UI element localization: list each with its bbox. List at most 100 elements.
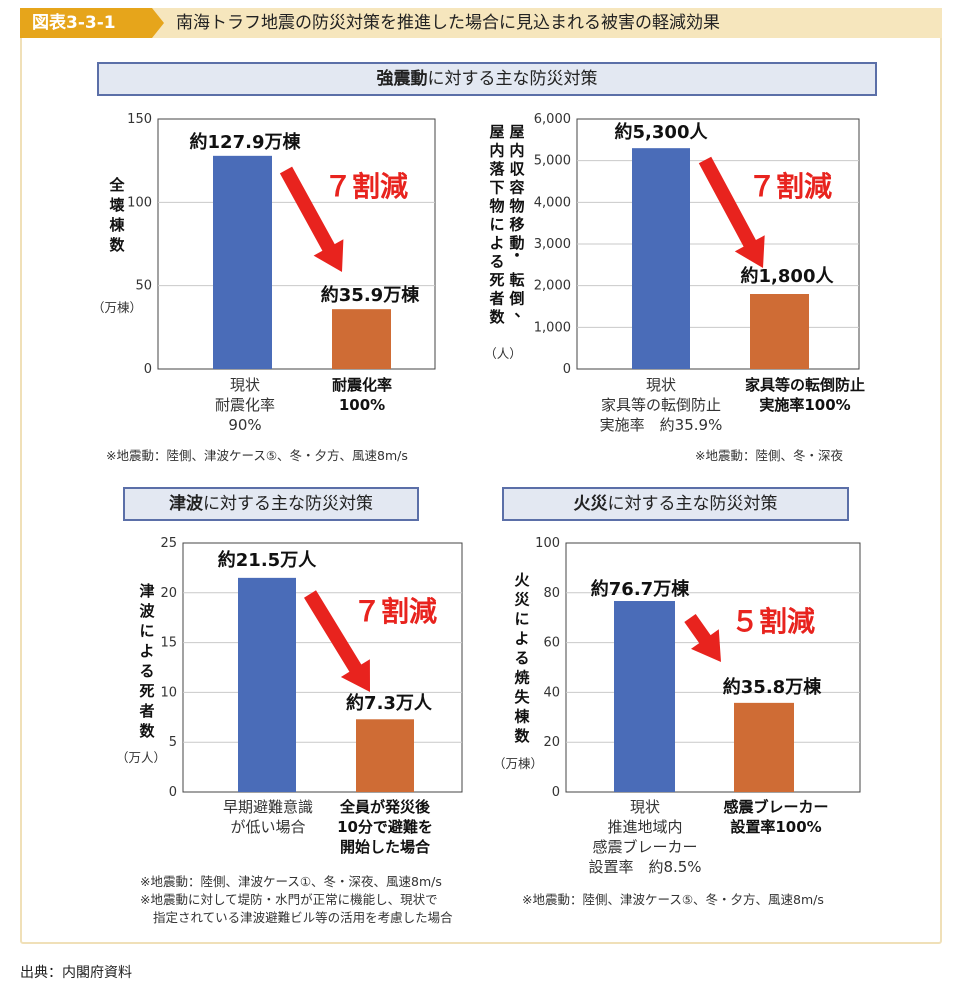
chart3-ylabel-char: る [139, 662, 154, 680]
chart2-category-label: 現状 [646, 376, 676, 394]
chart2-ylabel-char: 動 [509, 234, 524, 252]
chart2-ylabel-char: 数 [489, 308, 505, 326]
chart3-reduction-arrow [304, 590, 370, 692]
section-tsunami-rest: に対する主な防災対策 [203, 494, 373, 514]
chart1-unit-label: （万棟） [92, 300, 142, 315]
chart2-ylabel-char: 移 [509, 216, 524, 234]
chart3-category-label: 開始した場合 [340, 838, 431, 856]
chart4-ylabel-char: 災 [514, 591, 530, 609]
chart4-value-label: 約35.8万棟 [723, 676, 822, 698]
chart2-tick-label: 6,000 [534, 112, 571, 127]
chart2-reduction-label: ７割減 [748, 170, 832, 203]
chart3-category-label: が低い場合 [230, 818, 305, 836]
chart3-ylabel-char: 波 [139, 602, 155, 620]
footnote-chart3-line2: ※地震動に対して堤防・水門が正常に機能し、現状で [140, 892, 438, 907]
chart2-ylabel-char: 容 [508, 179, 524, 197]
section-fire-bold: 火災 [573, 494, 608, 514]
header-bar [20, 8, 942, 38]
source-note: 出典：内閣府資料 [20, 965, 132, 981]
chart2-unit-label: （人） [484, 346, 522, 361]
chart4-ylabel-char: に [514, 610, 529, 628]
chart4-ylabel-char: 失 [514, 688, 530, 706]
chart2-ylabel-char: 物 [489, 197, 504, 215]
chart3-ylabel-char: 死 [139, 682, 154, 700]
chart3-value-label: 約7.3万人 [346, 692, 433, 714]
chart2-tick-label: 5,000 [534, 154, 571, 169]
chart2-tick-label: 3,000 [534, 237, 571, 252]
chart2-ylabel-char: 物 [509, 197, 524, 215]
chart2-ylabel-char: 屋 [509, 123, 524, 141]
chart2-ylabel-char: 下 [489, 179, 504, 197]
chart3-ylabel-char: よ [139, 642, 154, 660]
chart2-tick-label: 1,000 [534, 320, 571, 335]
chart4-tick-label: 60 [543, 636, 560, 651]
chart4-reduction-label: ５割減 [731, 605, 815, 638]
chart1-value-label: 約127.9万棟 [190, 131, 302, 153]
chart3-tick-label: 15 [160, 636, 177, 651]
figure-label-tail [152, 8, 164, 38]
chart1-ylabel-char: 数 [109, 236, 125, 254]
chart2-ylabel-char: 者 [489, 290, 504, 308]
chart1-value-label: 約35.9万棟 [321, 284, 420, 306]
chart4-ylabel-char: 火 [514, 571, 530, 589]
chart3-plot-frame [182, 542, 463, 793]
footnote-chart3-line1: ※地震動：陸側、津波ケース①、冬・深夜、風速8m/s [140, 874, 442, 889]
chart4-category-label: 感震ブレーカー [592, 838, 697, 856]
chart4-bar-current [614, 601, 675, 792]
chart2-category-label: 家具等の転倒防止 [745, 376, 865, 394]
section-shaking-rest: に対する主な防災対策 [427, 69, 598, 89]
footnote-chart3-line3: 指定されている津波避難ビル等の活用を考慮した場合 [153, 910, 453, 925]
chart4-bar-improved [734, 702, 794, 792]
chart2-bar-current [632, 148, 690, 369]
chart4-tick-label: 80 [543, 586, 560, 601]
chart2-ylabel-char: 転 [509, 271, 524, 289]
chart4-ylabel-char: る [514, 649, 529, 667]
chart3-tick-label: 20 [160, 586, 177, 601]
chart3-ylabel-char: に [139, 622, 154, 640]
chart1-category-label: 100% [339, 396, 385, 414]
chart2-tick-label: 0 [563, 362, 571, 377]
chart3-bar-improved [356, 719, 414, 792]
chart2-ylabel-char: 内 [509, 142, 524, 160]
chart2-ylabel-char: 内 [489, 142, 504, 160]
chart1-ylabel-char: 全 [108, 176, 125, 194]
chart1-reduction-label: ７割減 [324, 170, 408, 203]
chart1-plot-frame [157, 118, 436, 370]
chart2-ylabel-char: ・ [509, 247, 524, 265]
chart3-ylabel-char: 津 [139, 582, 154, 600]
chart3-tick-label: 10 [160, 685, 177, 700]
chart4-ylabel-char: 数 [514, 727, 530, 745]
chart4-ylabel-char: 焼 [514, 669, 529, 687]
chart4-tick-label: 40 [543, 685, 560, 700]
chart2-ylabel-char: 、 [514, 302, 529, 320]
footnote-chart2: ※地震動：陸側、冬・深夜 [695, 448, 843, 463]
chart2-ylabel-char: 収 [509, 160, 525, 178]
chart2-ylabel-char: よ [489, 234, 504, 252]
chart2-ylabel-char: 倒 [508, 290, 524, 308]
chart4-ylabel-char: 棟 [514, 708, 530, 726]
chart1-bar-current [213, 155, 272, 369]
chart4-category-label: 推進地域内 [607, 818, 682, 836]
chart2-tick-label: 4,000 [534, 195, 571, 210]
chart2-value-label: 約1,800人 [741, 265, 835, 287]
section-fire-rest: に対する主な防災対策 [607, 494, 778, 514]
chart1-tick-label: 150 [127, 112, 152, 127]
chart2-ylabel-char: 死 [489, 271, 504, 289]
chart4-reduction-arrow [684, 614, 721, 662]
chart4-category-label: 設置率 約8.5% [588, 858, 701, 876]
section-shaking: 強震動に対する主な防災対策 [97, 62, 877, 96]
chart4-category-label: 感震ブレーカー [723, 798, 828, 816]
chart2-ylabel-char: 落 [489, 160, 505, 178]
section-tsunami: 津波に対する主な防災対策 [123, 487, 419, 521]
chart1-tick-label: 50 [135, 279, 152, 294]
chart1-tick-label: 100 [127, 195, 152, 210]
chart3-category-label: 全員が発災後 [339, 798, 431, 816]
chart1-category-label: 現状 [230, 376, 260, 394]
chart1-category-label: 耐震化率 [332, 376, 392, 394]
chart2-category-label: 家具等の転倒防止 [601, 396, 721, 414]
chart2-category-label: 実施率100% [759, 396, 850, 414]
chart1-ylabel-char: 棟 [109, 216, 125, 234]
chart4-unit-label: （万棟） [493, 756, 543, 771]
chart1-category-label: 90% [228, 416, 261, 434]
